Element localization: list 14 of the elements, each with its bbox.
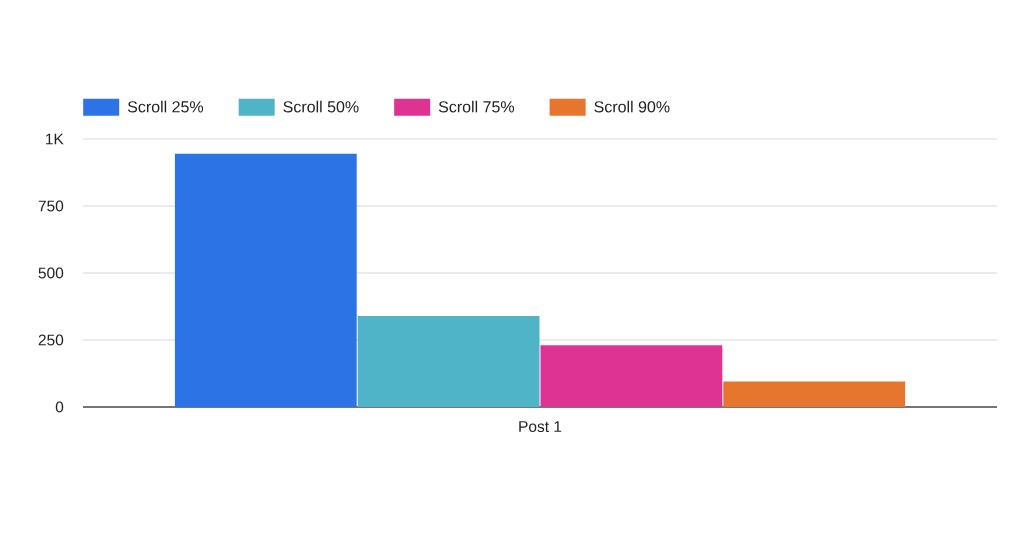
- legend-label: Scroll 50%: [283, 100, 359, 113]
- bar: [723, 381, 906, 407]
- y-tick-label: 250: [38, 334, 64, 346]
- y-tick-label: 750: [38, 200, 64, 212]
- bar: [540, 345, 723, 407]
- y-tick-label: 0: [55, 401, 64, 413]
- y-tick-label: 500: [38, 267, 64, 279]
- bar: [357, 315, 540, 407]
- legend-label: Scroll 90%: [594, 100, 670, 113]
- bar: [174, 153, 357, 407]
- y-tick-label: 1K: [46, 133, 64, 145]
- legend-label: Scroll 25%: [127, 100, 204, 113]
- legend-label: Scroll 75%: [438, 100, 515, 113]
- x-tick-label: Post 1: [519, 421, 562, 433]
